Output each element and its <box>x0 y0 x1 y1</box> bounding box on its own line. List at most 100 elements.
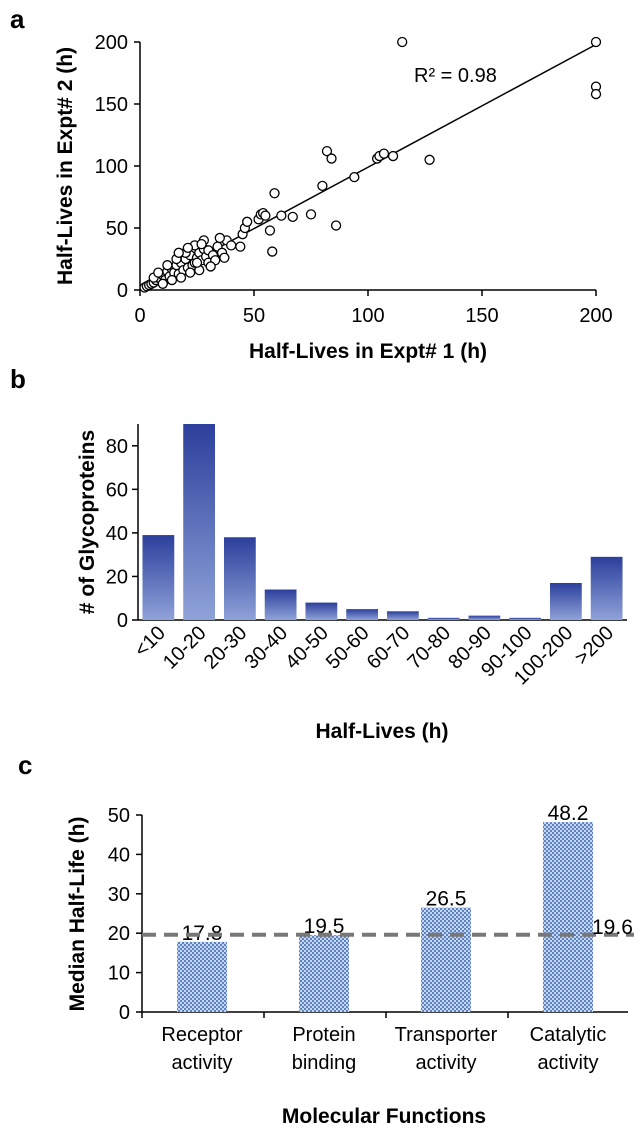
histogram-bar <box>468 615 501 620</box>
y-tick-label: 100 <box>95 156 128 178</box>
scatter-point <box>267 246 278 257</box>
scatter-point <box>349 172 360 183</box>
y-tick-label: 50 <box>106 218 128 240</box>
scatter-point <box>264 225 276 236</box>
histogram-bar <box>183 424 216 620</box>
scatter-point <box>214 232 225 244</box>
histogram-x-axis-title: Half-Lives (h) <box>315 720 448 743</box>
y-tick-label: 0 <box>119 1002 130 1024</box>
x-category-label: >200 <box>571 622 618 669</box>
bar-value-label: 19.5 <box>304 915 345 938</box>
x-category-label: Receptor <box>161 1024 242 1046</box>
scatter-point <box>166 274 178 286</box>
panel-label-c: c <box>18 750 32 780</box>
histogram-bar <box>549 582 582 620</box>
median-bar <box>421 907 471 1012</box>
scatter-point <box>226 240 237 251</box>
reference-line-label: 19.6 <box>592 916 633 939</box>
x-category-label: Catalytic <box>530 1024 607 1046</box>
scatter-point <box>235 241 246 252</box>
scatter-x-axis-title: Half-Lives in Expt# 1 (h) <box>249 340 487 363</box>
scatter-point <box>287 211 298 222</box>
scatter-point <box>317 180 328 191</box>
x-category-label: 40-50 <box>281 622 333 674</box>
histogram-bar <box>223 537 256 620</box>
histogram-bar <box>509 617 542 620</box>
scatter-point <box>260 210 271 221</box>
x-category-label: Transporter <box>395 1024 498 1046</box>
panel-label-b: b <box>10 364 26 394</box>
median-y-axis-title: Median Half-Life (h) <box>66 817 89 1012</box>
x-tick-label: 200 <box>579 305 612 327</box>
y-tick-label: 60 <box>106 479 128 501</box>
scatter-y-axis-title: Half-Lives in Expt# 2 (h) <box>54 47 77 285</box>
histogram-bar <box>264 589 297 620</box>
scatter-point <box>173 247 184 258</box>
scatter-point <box>162 260 173 271</box>
x-category-label: 20-30 <box>200 622 252 674</box>
y-tick-label: 80 <box>106 436 128 458</box>
scatter-point <box>242 216 253 227</box>
x-category-label: activity <box>171 1052 232 1074</box>
scatter-point <box>590 36 602 48</box>
scatter-point <box>397 36 408 48</box>
scatter-point <box>196 238 207 250</box>
scatter-point <box>387 150 399 162</box>
scatter-point <box>219 252 230 263</box>
scatter-point <box>326 153 337 164</box>
x-tick-label: 150 <box>465 305 498 327</box>
x-tick-label: 100 <box>351 305 384 327</box>
y-tick-label: 30 <box>108 884 130 906</box>
median-bar <box>299 935 349 1012</box>
scatter-chart: 0 50 100 150 200 0 50 100 150 200 R² = 0.98 Half… <box>54 32 613 363</box>
x-category-label: 70-80 <box>403 622 455 674</box>
bar-value-label: 26.5 <box>426 888 467 911</box>
scatter-point <box>153 267 164 278</box>
scatter-point <box>175 272 187 283</box>
scatter-point <box>157 278 168 289</box>
scatter-point <box>182 242 194 253</box>
histogram-bar <box>142 535 175 620</box>
x-category-label: 30-40 <box>240 622 292 674</box>
scatter-point <box>590 88 602 100</box>
bar-value-label: 48.2 <box>548 802 589 825</box>
y-tick-label: 200 <box>95 32 128 54</box>
y-tick-label: 0 <box>117 280 128 302</box>
scatter-point <box>191 257 203 268</box>
scatter-point <box>276 210 287 221</box>
median-x-axis-title: Molecular Functions <box>282 1105 486 1128</box>
x-category-label: 10-20 <box>159 622 211 674</box>
scatter-point <box>330 220 342 231</box>
y-tick-label: 0 <box>117 610 128 632</box>
r-squared-annotation: R² = 0.98 <box>414 65 497 87</box>
histogram-bar <box>305 602 338 620</box>
median-half-life-chart: 0 10 20 30 40 50 17.8 19.5 26.5 48.2 Receptor act… <box>66 802 634 1128</box>
y-tick-label: 10 <box>108 963 130 985</box>
histogram-bar <box>590 556 623 620</box>
median-bar <box>543 822 593 1012</box>
x-category-label: binding <box>292 1052 357 1074</box>
y-tick-label: 20 <box>106 566 128 588</box>
histogram-bar <box>346 609 379 620</box>
x-category-label: 60-70 <box>363 622 415 674</box>
x-tick-label: 0 <box>134 305 145 327</box>
y-tick-label: 40 <box>108 844 130 866</box>
histogram-bar <box>427 617 460 620</box>
x-category-label: activity <box>537 1052 598 1074</box>
y-tick-label: 50 <box>108 805 130 827</box>
panel-label-a: a <box>10 4 25 34</box>
x-tick-label: 50 <box>243 305 265 327</box>
scatter-point <box>205 261 216 272</box>
scatter-point <box>269 188 280 199</box>
y-tick-label: 150 <box>95 94 128 116</box>
scatter-point <box>378 148 390 159</box>
histogram-bar <box>386 611 419 620</box>
scatter-point <box>305 209 317 220</box>
x-category-label: Protein <box>292 1024 355 1046</box>
x-category-label: 50-60 <box>322 622 374 674</box>
bar-value-label: 17.8 <box>182 922 223 945</box>
scatter-point <box>185 267 196 278</box>
y-tick-label: 40 <box>106 523 128 545</box>
y-tick-label: 20 <box>108 923 130 945</box>
